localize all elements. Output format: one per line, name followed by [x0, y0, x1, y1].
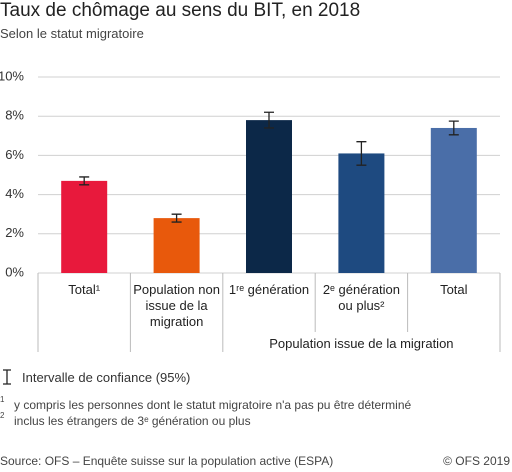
bar — [61, 180, 108, 273]
source: Source: OFS – Enquête suisse sur la popu… — [0, 454, 334, 468]
y-tick-label: 2% — [5, 225, 24, 240]
error-bar — [79, 176, 90, 186]
bar — [246, 120, 292, 274]
y-tick-label: 10% — [0, 68, 24, 83]
error-bar — [356, 141, 367, 166]
group-label: Population issue de la migration — [269, 336, 454, 351]
legend-label: Intervalle de confiance (95%) — [22, 370, 191, 385]
x-tick-label: Total¹ — [68, 282, 101, 297]
x-tick-label: 1ʳᵉ génération — [228, 282, 310, 297]
bar — [338, 153, 385, 273]
x-tick-label: Total — [440, 282, 468, 297]
footnote-mark: 1 — [0, 395, 5, 404]
legend-icon — [3, 369, 11, 385]
footnote-text: inclus les étrangers de 3ᵉ génération ou… — [14, 414, 251, 428]
chart-title: Taux de chômage au sens du BIT, en 2018 — [0, 0, 361, 21]
bar — [153, 218, 200, 273]
chart-subtitle: Selon le statut migratoire — [0, 26, 144, 41]
y-tick-label: 6% — [5, 147, 24, 162]
error-bar — [448, 120, 459, 136]
error-bar — [171, 213, 182, 223]
y-tick-label: 0% — [5, 264, 24, 279]
bar — [430, 127, 477, 274]
footnote-text: y compris les personnes dont le statut m… — [14, 398, 412, 412]
x-tick-label: Population non issue de la migration — [133, 282, 220, 329]
y-tick-label: 8% — [5, 108, 24, 123]
copyright: © OFS 2019 — [443, 454, 510, 468]
footnote-mark: 2 — [0, 411, 5, 420]
y-tick-label: 4% — [5, 186, 24, 201]
x-tick-label: 2ᵉ génération ou plus² — [322, 282, 400, 313]
error-bar — [264, 111, 274, 129]
